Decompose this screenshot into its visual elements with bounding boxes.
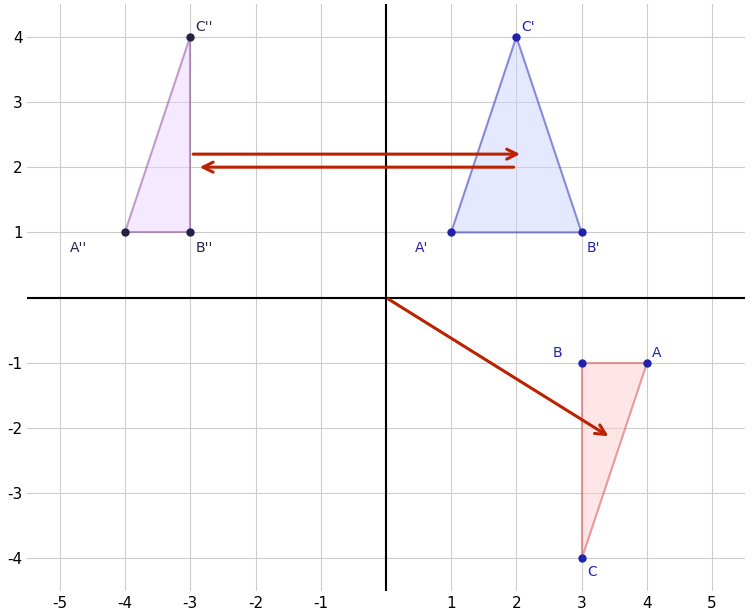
Text: A'': A'' (69, 241, 87, 255)
Text: A: A (652, 346, 661, 360)
Text: B: B (552, 346, 562, 360)
Text: C'': C'' (196, 20, 213, 33)
Text: C': C' (522, 20, 535, 33)
Text: B'': B'' (196, 241, 213, 255)
Polygon shape (451, 37, 581, 232)
Text: B': B' (587, 241, 600, 255)
Text: A': A' (415, 241, 429, 255)
Polygon shape (125, 37, 190, 232)
Polygon shape (581, 363, 647, 558)
Text: C: C (587, 565, 596, 579)
